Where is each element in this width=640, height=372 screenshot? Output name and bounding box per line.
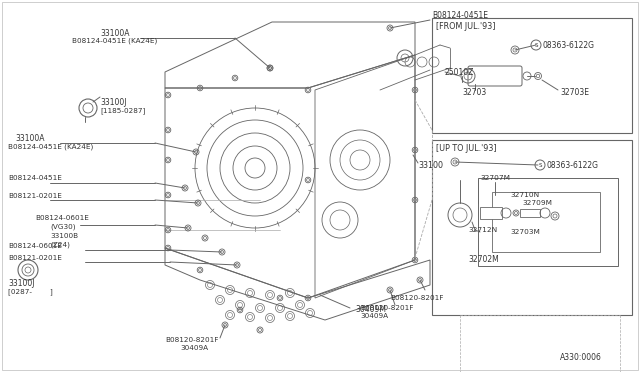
Text: B08124-0451E: B08124-0451E [432, 10, 488, 19]
Text: B08124-0451E (KA24E): B08124-0451E (KA24E) [72, 38, 157, 44]
Text: 32703E: 32703E [560, 87, 589, 96]
Text: B08124-0451E (KA24E): B08124-0451E (KA24E) [8, 144, 93, 150]
Text: B08120-8201F: B08120-8201F [390, 295, 444, 301]
Text: 32712N: 32712N [468, 227, 497, 233]
Bar [480, 207, 502, 219]
Text: 33100A: 33100A [15, 134, 45, 142]
Text: (VG30): (VG30) [50, 224, 76, 230]
Bar [432, 18, 632, 133]
Text: 32702M: 32702M [468, 256, 499, 264]
Text: [0287-        ]: [0287- ] [8, 289, 52, 295]
Text: B08124-0601E: B08124-0601E [35, 215, 89, 221]
Text: B08121-0201E: B08121-0201E [8, 255, 62, 261]
Text: 33100J: 33100J [100, 97, 127, 106]
Bar [492, 192, 600, 252]
Text: 30409A: 30409A [360, 313, 388, 319]
Text: 08363-6122G: 08363-6122G [547, 160, 599, 170]
Text: 25010Z: 25010Z [445, 67, 474, 77]
FancyBboxPatch shape [468, 66, 522, 86]
Text: [UP TO JUL.'93]: [UP TO JUL.'93] [436, 144, 497, 153]
Text: 32703M: 32703M [510, 229, 540, 235]
Text: [FROM JUL.'93]: [FROM JUL.'93] [436, 22, 495, 31]
Text: 32707M: 32707M [480, 175, 510, 181]
Bar [432, 140, 632, 315]
Text: 08363-6122G: 08363-6122G [543, 41, 595, 49]
Text: B08120-8201F: B08120-8201F [360, 305, 413, 311]
Text: A330:0006: A330:0006 [560, 353, 602, 362]
Text: 33100: 33100 [418, 160, 443, 170]
Text: [1185-0287]: [1185-0287] [100, 108, 145, 114]
Text: B08124-0451E: B08124-0451E [8, 175, 62, 181]
Text: 33100B: 33100B [50, 233, 78, 239]
Text: B08120-8201F: B08120-8201F [165, 337, 218, 343]
Bar [520, 209, 540, 217]
Text: (Z24): (Z24) [50, 242, 70, 248]
Text: 30409A: 30409A [180, 345, 208, 351]
Text: S: S [534, 42, 538, 48]
Text: 33100J: 33100J [8, 279, 35, 288]
Text: 32703: 32703 [462, 87, 486, 96]
Text: 32709M: 32709M [522, 200, 552, 206]
Text: 30409M: 30409M [355, 305, 386, 314]
Text: 32710N: 32710N [510, 192, 539, 198]
Text: B08121-0201E: B08121-0201E [8, 193, 62, 199]
Text: S: S [538, 163, 541, 167]
Text: 33100A: 33100A [100, 29, 129, 38]
Bar [478, 178, 618, 266]
Text: B08124-0601E: B08124-0601E [8, 243, 62, 249]
